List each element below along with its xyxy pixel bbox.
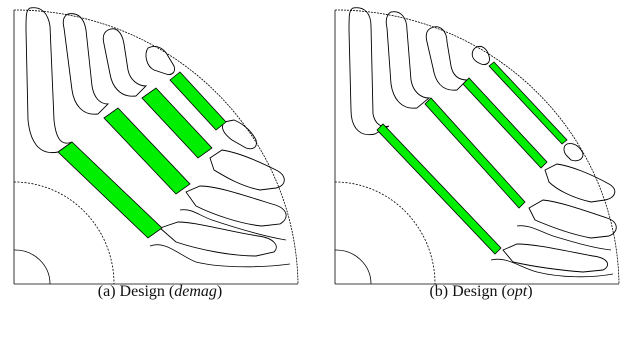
flux-barrier-4 (145, 45, 175, 75)
magnet-4 (488, 61, 568, 145)
caption-design-demag: (a) Design (demag) (0, 283, 320, 301)
magnet-1 (376, 123, 502, 255)
flux-barrier-3b (209, 149, 285, 191)
rotor-outer-arc (334, 9, 620, 285)
caption-suffix: ) (527, 283, 533, 300)
flux-barrier-4b (221, 119, 257, 150)
flux-barrier-4b (563, 143, 584, 162)
rotor-outer-arc (13, 9, 299, 285)
flux-barrier-2b (185, 185, 287, 227)
rotor-cross-section-demag (13, 7, 299, 285)
magnet-group-opt (376, 61, 568, 255)
magnet-4 (169, 71, 227, 131)
flux-barrier-1b (159, 221, 277, 257)
shaft-arc-inner (13, 249, 51, 285)
magnet-3 (141, 87, 213, 159)
bridge-curve-2 (179, 209, 287, 241)
caption-italic: opt (506, 283, 528, 300)
flux-barrier-1b (502, 243, 609, 273)
panel-design-demag: (a) Design (demag) (0, 0, 320, 337)
rotor-cross-section-opt (334, 7, 620, 285)
magnet-2 (103, 107, 191, 195)
caption-prefix: (b) Design ( (429, 283, 507, 300)
caption-prefix: (a) Design ( (97, 283, 175, 300)
flux-barrier-1 (25, 7, 73, 154)
caption-suffix: ) (216, 283, 223, 300)
flux-barrier-2 (62, 13, 110, 115)
flux-barrier-3 (425, 26, 469, 91)
shaft-arc-inner (334, 249, 372, 285)
magnet-1 (57, 141, 163, 239)
shaft-arc-outer (334, 181, 436, 285)
flux-barrier-1 (348, 7, 390, 136)
caption-italic: demag (174, 283, 217, 300)
flux-barrier-3b (544, 163, 616, 203)
flux-barrier-2b (528, 199, 617, 239)
magnet-group-demag (57, 71, 227, 239)
flux-barrier-4 (471, 45, 490, 65)
panel-design-opt: (b) Design (opt) (321, 0, 641, 337)
caption-design-opt: (b) Design (opt) (321, 283, 641, 301)
magnet-2 (424, 97, 526, 209)
magnet-3 (462, 77, 548, 169)
shaft-arc-outer (13, 181, 115, 285)
flux-barrier-2 (385, 11, 431, 109)
bridge-curve-1 (490, 258, 614, 278)
flux-barrier-3 (102, 28, 148, 97)
bridge-curve-2 (516, 225, 612, 251)
bridge-curve-1 (149, 244, 291, 268)
